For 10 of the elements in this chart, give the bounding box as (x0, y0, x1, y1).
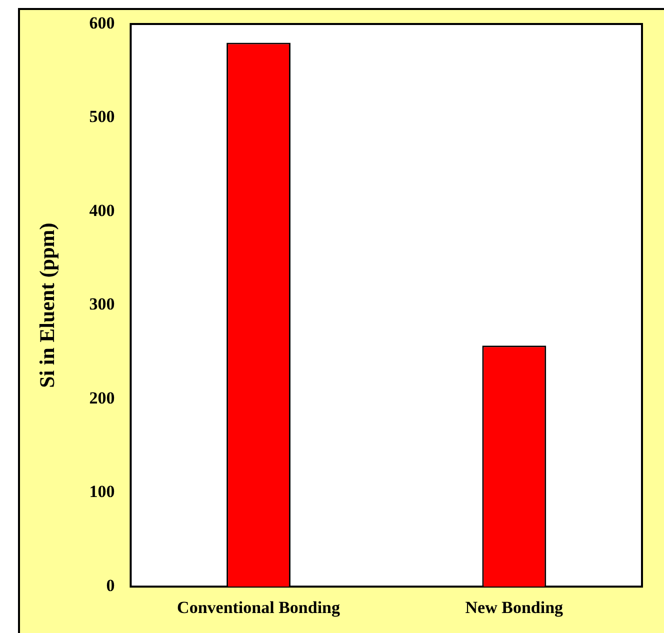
y-tick-label: 200 (89, 388, 115, 408)
y-tick-label: 400 (89, 200, 115, 220)
y-tick-label: 500 (89, 107, 115, 126)
x-tick-label: New Bonding (465, 598, 564, 618)
y-axis-title: Si in Eluent (ppm) (35, 222, 60, 388)
x-tick-label: Conventional Bonding (177, 598, 340, 618)
y-tick-label: 600 (89, 13, 115, 32)
y-tick-label: 0 (106, 576, 115, 595)
y-tick-label: 300 (89, 294, 115, 314)
y-tick-label: 100 (89, 482, 115, 502)
